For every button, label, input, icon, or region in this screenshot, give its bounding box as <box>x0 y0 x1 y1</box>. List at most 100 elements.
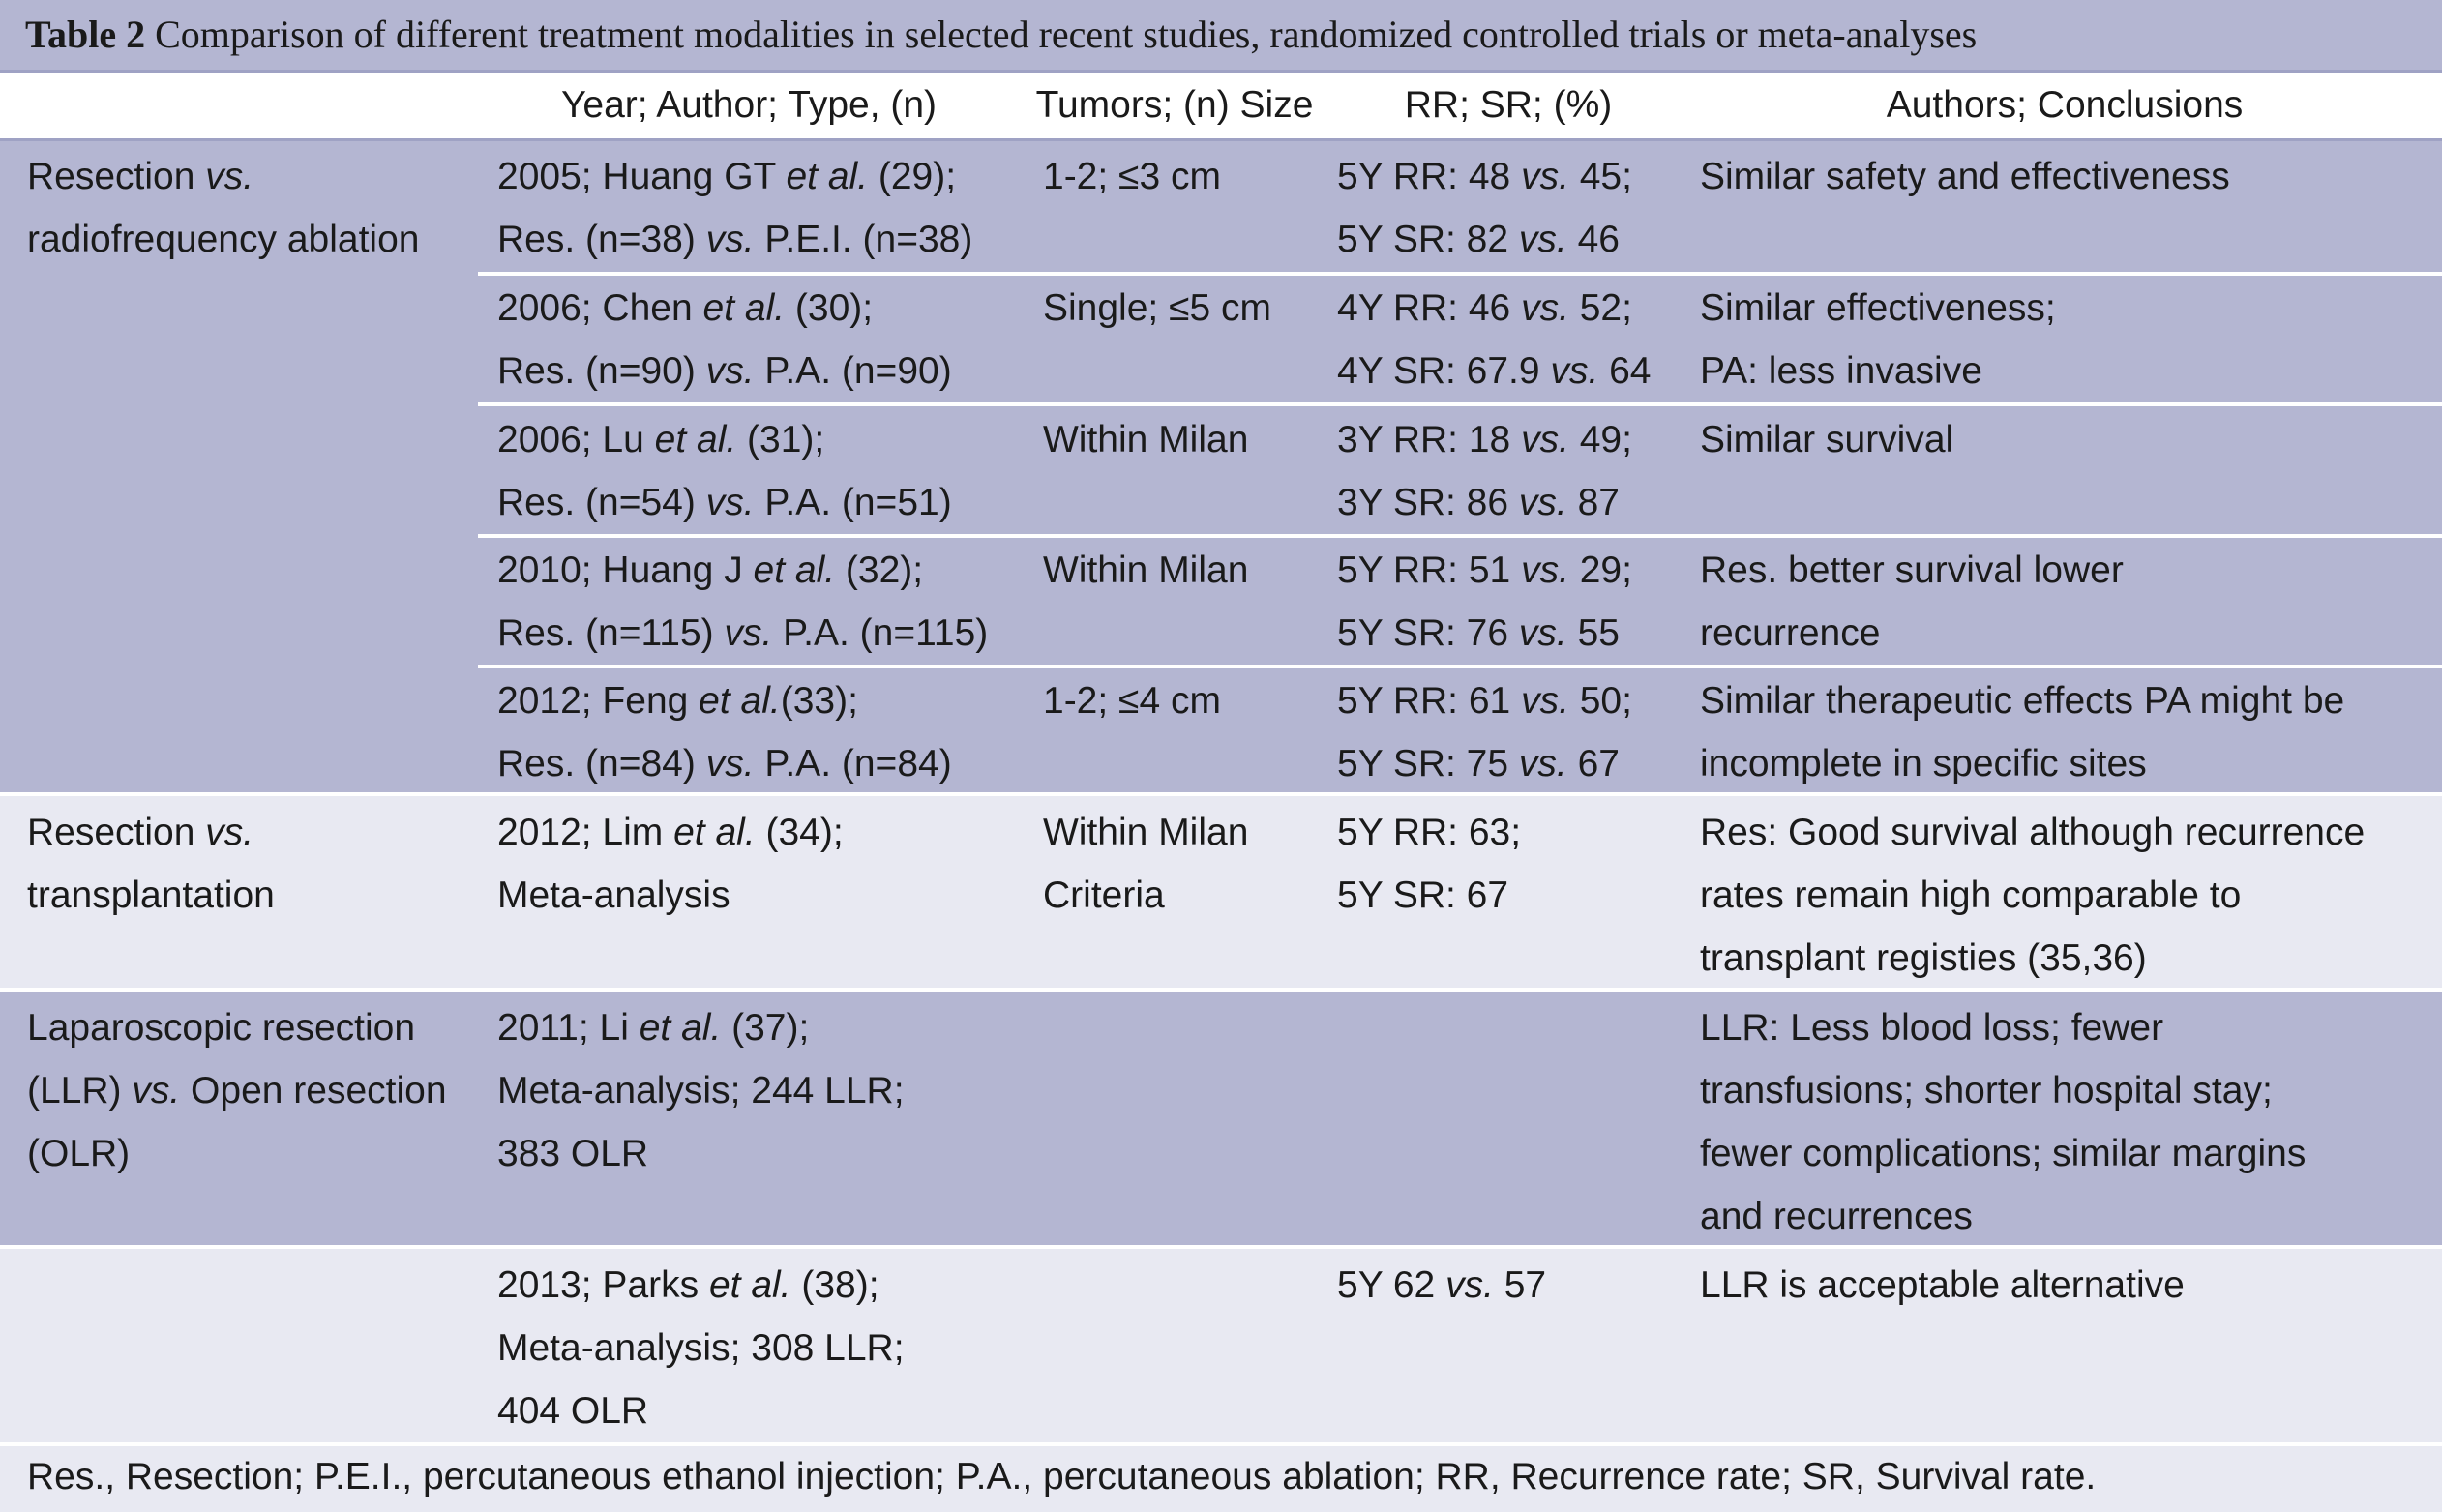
tumors-line: Single; ≤5 cm <box>1043 287 1271 329</box>
study-cell: 2013; Parks et al. (38); Meta-analysis; … <box>497 1254 905 1442</box>
tumors-cell: 1-2; ≤3 cm <box>1043 145 1221 208</box>
study-cell: 2012; Lim et al. (34); Meta-analysis <box>497 801 844 927</box>
group-divider <box>0 792 2442 796</box>
group-label-line: (LLR) vs. Open resection <box>27 1070 447 1112</box>
conclusions-line: LLR is acceptable alternative <box>1700 1264 2185 1306</box>
tumors-line: Within Milan <box>1043 419 1249 460</box>
group-resection-vs-transplantation: Resection vs. transplantation 2012; Lim … <box>0 796 2442 988</box>
study-cell: 2012; Feng et al.(33); Res. (n=84) vs. P… <box>497 669 952 795</box>
group-divider <box>0 1442 2442 1446</box>
conclusions-cell: Similar safety and effectiveness <box>1700 145 2230 208</box>
conclusions-line: PA: less invasive <box>1700 350 1982 392</box>
rates-line: 4Y SR: 67.9 vs. 64 <box>1337 350 1652 392</box>
header-conclusions: Authors; Conclusions <box>1886 84 2244 126</box>
conclusions-line: Res. better survival lower <box>1700 549 2124 591</box>
tumors-cell: Within Milan <box>1043 408 1248 471</box>
rates-cell: 3Y RR: 18 vs. 49; 3Y SR: 86 vs. 87 <box>1337 408 1632 534</box>
study-line: Res. (n=90) vs. P.A. (n=90) <box>497 350 952 392</box>
study-line: Meta-analysis <box>497 875 730 916</box>
conclusions-line: Similar survival <box>1700 419 1954 460</box>
conclusions-line: LLR: Less blood loss; fewer <box>1700 1007 2164 1049</box>
study-line: 2005; Huang GT et al. (29); <box>497 156 957 197</box>
study-cell: 2011; Li et al. (37); Meta-analysis; 244… <box>497 996 905 1185</box>
conclusions-line: fewer complications; similar margins <box>1700 1133 2307 1174</box>
rates-line: 5Y SR: 76 vs. 55 <box>1337 612 1620 654</box>
table-caption: Comparison of different treatment modali… <box>155 13 1978 56</box>
conclusions-cell: Similar survival <box>1700 408 1953 471</box>
conclusions-cell: LLR: Less blood loss; fewer transfusions… <box>1700 996 2306 1248</box>
row-divider <box>478 534 2442 538</box>
group-divider <box>0 1245 2442 1249</box>
group-label-line: Resection vs. <box>27 812 254 853</box>
group-divider <box>0 988 2442 992</box>
study-line: 404 OLR <box>497 1390 649 1432</box>
study-cell: 2006; Chen et al. (30); Res. (n=90) vs. … <box>497 277 952 402</box>
table-header: Year; Author; Type, (n) Tumors; (n) Size… <box>0 70 2442 141</box>
conclusions-cell: LLR is acceptable alternative <box>1700 1254 2185 1317</box>
rates-cell: 5Y RR: 48 vs. 45; 5Y SR: 82 vs. 46 <box>1337 145 1632 271</box>
rates-line: 5Y RR: 63; <box>1337 812 1522 853</box>
group-label: Resection vs. radiofrequency ablation <box>27 145 419 271</box>
conclusions-line: Res: Good survival although recurrence <box>1700 812 2366 853</box>
tumors-line: Within Milan <box>1043 549 1249 591</box>
group-resection-vs-rfa: Resection vs. radiofrequency ablation 20… <box>0 141 2442 796</box>
conclusions-cell: Similar therapeutic effects PA might be … <box>1700 669 2344 795</box>
study-cell: 2006; Lu et al. (31); Res. (n=54) vs. P.… <box>497 408 952 534</box>
rates-line: 3Y RR: 18 vs. 49; <box>1337 419 1632 460</box>
header-tumors: Tumors; (n) Size <box>1035 84 1314 126</box>
group-parks: 2013; Parks et al. (38); Meta-analysis; … <box>0 1249 2442 1442</box>
study-line: Res. (n=115) vs. P.A. (n=115) <box>497 612 989 654</box>
rates-line: 5Y RR: 61 vs. 50; <box>1337 680 1632 722</box>
tumors-line: Criteria <box>1043 875 1165 916</box>
group-llr-vs-olr: Laparoscopic resection (LLR) vs. Open re… <box>0 992 2442 1245</box>
study-line: Res. (n=84) vs. P.A. (n=84) <box>497 743 952 785</box>
tumors-cell: Within Milan <box>1043 539 1248 602</box>
table-footnote: Res., Resection; P.E.I., percutaneous et… <box>0 1446 2442 1512</box>
row-divider <box>478 272 2442 276</box>
rates-cell: 5Y RR: 51 vs. 29; 5Y SR: 76 vs. 55 <box>1337 539 1632 665</box>
rates-line: 5Y SR: 67 <box>1337 875 1509 916</box>
rates-cell: 5Y RR: 61 vs. 50; 5Y SR: 75 vs. 67 <box>1337 669 1632 795</box>
study-cell: 2005; Huang GT et al. (29); Res. (n=38) … <box>497 145 972 271</box>
tumors-cell: Single; ≤5 cm <box>1043 277 1271 340</box>
conclusions-line: Similar safety and effectiveness <box>1700 156 2230 197</box>
tumors-line: 1-2; ≤3 cm <box>1043 156 1221 197</box>
study-line: Res. (n=38) vs. P.E.I. (n=38) <box>497 219 973 260</box>
rates-line: 5Y RR: 48 vs. 45; <box>1337 156 1632 197</box>
group-label: Resection vs. transplantation <box>27 801 275 927</box>
conclusions-line: recurrence <box>1700 612 1881 654</box>
rates-line: 4Y RR: 46 vs. 52; <box>1337 287 1632 329</box>
table-title: Table 2 Comparison of different treatmen… <box>0 0 2442 70</box>
rates-line: 3Y SR: 86 vs. 87 <box>1337 482 1620 523</box>
rates-line: 5Y RR: 51 vs. 29; <box>1337 549 1632 591</box>
study-line: 2012; Lim et al. (34); <box>497 812 844 853</box>
rates-line: 5Y 62 vs. 57 <box>1337 1264 1547 1306</box>
study-line: 2010; Huang J et al. (32); <box>497 549 924 591</box>
conclusions-cell: Similar effectiveness; PA: less invasive <box>1700 277 2056 402</box>
rates-line: 5Y SR: 82 vs. 46 <box>1337 219 1620 260</box>
header-rates: RR; SR; (%) <box>1404 84 1613 126</box>
conclusions-line: transfusions; shorter hospital stay; <box>1700 1070 2273 1112</box>
study-line: 2012; Feng et al.(33); <box>497 680 858 722</box>
rates-cell: 5Y 62 vs. 57 <box>1337 1254 1546 1317</box>
conclusions-line: incomplete in specific sites <box>1700 743 2147 785</box>
header-study: Year; Author; Type, (n) <box>560 84 938 126</box>
group-label-line: transplantation <box>27 875 275 916</box>
study-line: 2006; Chen et al. (30); <box>497 287 874 329</box>
group-label-line: radiofrequency ablation <box>27 219 420 260</box>
tumors-line: 1-2; ≤4 cm <box>1043 680 1221 722</box>
conclusions-line: transplant registies (35,36) <box>1700 937 2147 979</box>
rates-line: 5Y SR: 75 vs. 67 <box>1337 743 1620 785</box>
tumors-cell: 1-2; ≤4 cm <box>1043 669 1221 732</box>
conclusions-line: and recurrences <box>1700 1196 1973 1237</box>
study-line: 2011; Li et al. (37); <box>497 1007 810 1049</box>
conclusions-line: Similar therapeutic effects PA might be <box>1700 680 2345 722</box>
study-line: 2006; Lu et al. (31); <box>497 419 825 460</box>
study-line: Res. (n=54) vs. P.A. (n=51) <box>497 482 952 523</box>
rates-cell: 5Y RR: 63; 5Y SR: 67 <box>1337 801 1521 927</box>
group-label-line: (OLR) <box>27 1133 131 1174</box>
conclusions-line: rates remain high comparable to <box>1700 875 2242 916</box>
study-cell: 2010; Huang J et al. (32); Res. (n=115) … <box>497 539 988 665</box>
group-label-line: Resection vs. <box>27 156 254 197</box>
row-divider <box>478 665 2442 668</box>
